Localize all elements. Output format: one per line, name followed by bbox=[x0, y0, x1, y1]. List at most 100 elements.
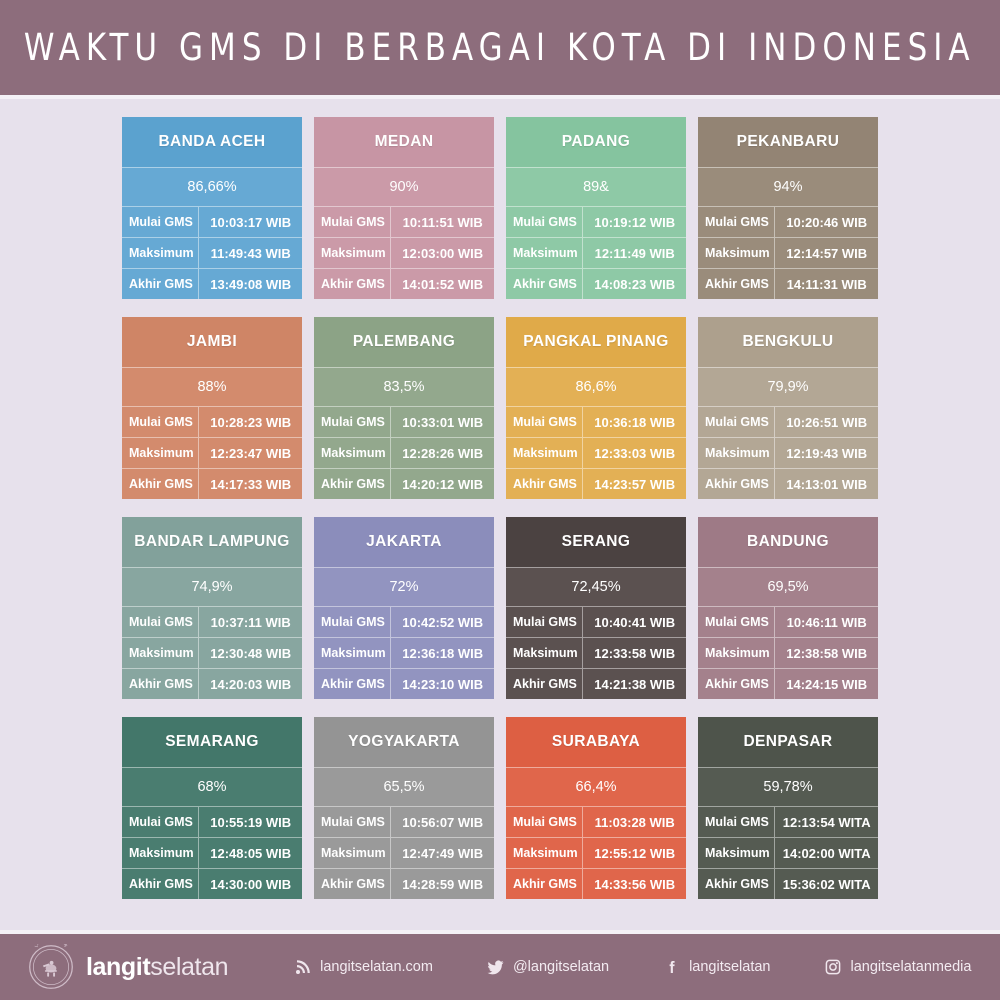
langitselatan-seal-icon: LANGITSELATAN bbox=[28, 932, 74, 990]
footer-bar: LANGITSELATAN langitselatan langitselata… bbox=[0, 930, 1000, 1000]
twitter-icon bbox=[487, 959, 504, 976]
social-link-label: langitselatanmedia bbox=[850, 959, 972, 975]
row-label-maximum: Maksimum bbox=[506, 438, 584, 468]
row-value-end: 14:33:56 WIB bbox=[594, 876, 676, 892]
row-value-maximum: 11:49:43 WIB bbox=[210, 245, 291, 261]
city-card: MEDAN 90% Mulai GMS 10:11:51 WIB Maksimum 12:… bbox=[314, 117, 494, 299]
row-label-start: Mulai GMS bbox=[698, 807, 776, 837]
row-label-maximum: Maksimum bbox=[698, 438, 776, 468]
row-value-maximum: 12:36:18 WIB bbox=[402, 645, 484, 661]
row-label-maximum: Maksimum bbox=[122, 638, 200, 668]
row-value-maximum: 12:47:49 WIB bbox=[402, 845, 484, 861]
city-card-row-end: Akhir GMS 14:28:59 WIB bbox=[314, 868, 494, 899]
city-card-row-end: Akhir GMS 15:36:02 WITA bbox=[698, 868, 878, 899]
row-value-maximum: 12:23:47 WIB bbox=[210, 445, 292, 461]
city-card-row-start: Mulai GMS 10:28:23 WIB bbox=[122, 406, 302, 437]
city-card-title: SERANG bbox=[506, 517, 686, 567]
row-value-end: 14:28:59 WIB bbox=[402, 876, 484, 892]
row-label-start: Mulai GMS bbox=[122, 807, 200, 837]
city-card-title: DENPASAR bbox=[698, 717, 878, 767]
row-label-maximum: Maksimum bbox=[506, 238, 584, 268]
row-value-end: 14:23:57 WIB bbox=[594, 476, 676, 492]
row-value-start: 10:28:23 WIB bbox=[210, 414, 292, 430]
city-card: JAMBI 88% Mulai GMS 10:28:23 WIB Maksimum 12:… bbox=[122, 317, 302, 499]
city-card-row-end: Akhir GMS 14:17:33 WIB bbox=[122, 468, 302, 499]
row-value-start: 10:20:46 WIB bbox=[786, 214, 868, 230]
row-value-maximum: 12:19:43 WIB bbox=[786, 445, 868, 461]
city-card-row-start: Mulai GMS 10:40:41 WIB bbox=[506, 606, 686, 637]
city-card: PANGKAL PINANG 86,6% Mulai GMS 10:36:18 WIB… bbox=[506, 317, 686, 499]
city-card-percent: 86,6% bbox=[506, 367, 686, 406]
city-card-row-maximum: Maksimum 12:03:00 WIB bbox=[314, 237, 494, 268]
row-value-start: 10:37:11 WIB bbox=[210, 614, 291, 630]
city-card-percent: 86,66% bbox=[122, 167, 302, 206]
city-card-row-end: Akhir GMS 14:20:03 WIB bbox=[122, 668, 302, 699]
city-card-percent: 90% bbox=[314, 167, 494, 206]
row-label-start: Mulai GMS bbox=[314, 407, 392, 437]
page-title: WAKTU GMS DI BERBAGAI KOTA DI INDONESIA bbox=[24, 26, 976, 69]
city-card-title: JAKARTA bbox=[314, 517, 494, 567]
city-card-row-start: Mulai GMS 12:13:54 WITA bbox=[698, 806, 878, 837]
header-bar: WAKTU GMS DI BERBAGAI KOTA DI INDONESIA bbox=[0, 0, 1000, 99]
row-value-start: 10:55:19 WIB bbox=[210, 814, 292, 830]
city-card-row-maximum: Maksimum 14:02:00 WITA bbox=[698, 837, 878, 868]
social-link-facebook[interactable]: langitselatan bbox=[663, 959, 771, 976]
city-card-title: SURABAYA bbox=[506, 717, 686, 767]
row-value-maximum: 12:33:03 WIB bbox=[594, 445, 676, 461]
row-label-end: Akhir GMS bbox=[314, 669, 392, 699]
row-value-end: 14:01:52 WIB bbox=[402, 276, 484, 292]
row-label-maximum: Maksimum bbox=[122, 238, 200, 268]
row-value-start: 10:33:01 WIB bbox=[402, 414, 484, 430]
city-card-percent: 72% bbox=[314, 567, 494, 606]
row-label-start: Mulai GMS bbox=[314, 607, 392, 637]
row-label-end: Akhir GMS bbox=[122, 269, 200, 299]
city-card-row-start: Mulai GMS 10:55:19 WIB bbox=[122, 806, 302, 837]
row-value-end: 14:08:23 WIB bbox=[594, 276, 676, 292]
city-card: PEKANBARU 94% Mulai GMS 10:20:46 WIB Maksimu… bbox=[698, 117, 878, 299]
city-card-row-start: Mulai GMS 10:33:01 WIB bbox=[314, 406, 494, 437]
row-value-maximum: 12:33:58 WIB bbox=[594, 645, 676, 661]
city-card-row-end: Akhir GMS 13:49:08 WIB bbox=[122, 268, 302, 299]
city-card: DENPASAR 59,78% Mulai GMS 12:13:54 WITA Maks… bbox=[698, 717, 878, 899]
city-card: BANDUNG 69,5% Mulai GMS 10:46:11 WIB Maksimu… bbox=[698, 517, 878, 699]
row-value-end: 14:20:12 WIB bbox=[402, 476, 484, 492]
cards-area: BANDA ACEH 86,66% Mulai GMS 10:03:17 WIB Mak… bbox=[0, 99, 1000, 930]
city-card: BENGKULU 79,9% Mulai GMS 10:26:51 WIB Maksim… bbox=[698, 317, 878, 499]
row-value-end: 14:20:03 WIB bbox=[210, 676, 292, 692]
social-link-twitter[interactable]: @langitselatan bbox=[487, 959, 609, 976]
city-card-row-start: Mulai GMS 10:19:12 WIB bbox=[506, 206, 686, 237]
row-value-maximum: 12:55:12 WIB bbox=[594, 845, 676, 861]
city-grid: BANDA ACEH 86,66% Mulai GMS 10:03:17 WIB Mak… bbox=[122, 117, 878, 915]
row-value-start: 12:13:54 WITA bbox=[782, 814, 871, 830]
instagram-icon bbox=[825, 959, 842, 976]
city-card-percent: 94% bbox=[698, 167, 878, 206]
social-link-rss[interactable]: langitselatan.com bbox=[294, 959, 433, 976]
row-value-end: 14:11:31 WIB bbox=[786, 276, 867, 292]
city-card-row-maximum: Maksimum 12:55:12 WIB bbox=[506, 837, 686, 868]
social-link-instagram[interactable]: langitselatanmedia bbox=[825, 959, 972, 976]
row-label-end: Akhir GMS bbox=[506, 469, 584, 499]
row-label-start: Mulai GMS bbox=[698, 207, 776, 237]
row-label-start: Mulai GMS bbox=[506, 407, 584, 437]
city-card-row-maximum: Maksimum 11:49:43 WIB bbox=[122, 237, 302, 268]
row-value-end: 14:23:10 WIB bbox=[402, 676, 484, 692]
city-card-row-start: Mulai GMS 10:42:52 WIB bbox=[314, 606, 494, 637]
row-label-end: Akhir GMS bbox=[122, 669, 200, 699]
row-label-maximum: Maksimum bbox=[506, 838, 584, 868]
row-value-start: 10:19:12 WIB bbox=[594, 214, 676, 230]
row-label-end: Akhir GMS bbox=[122, 469, 200, 499]
row-value-end: 14:17:33 WIB bbox=[210, 476, 292, 492]
rss-icon bbox=[294, 959, 311, 976]
city-card-percent: 79,9% bbox=[698, 367, 878, 406]
city-card-row-end: Akhir GMS 14:23:10 WIB bbox=[314, 668, 494, 699]
city-card-title: SEMARANG bbox=[122, 717, 302, 767]
city-card-title: BANDAR LAMPUNG bbox=[122, 517, 302, 567]
city-card: SERANG 72,45% Mulai GMS 10:40:41 WIB Maksimu… bbox=[506, 517, 686, 699]
row-label-start: Mulai GMS bbox=[506, 607, 584, 637]
city-card-percent: 65,5% bbox=[314, 767, 494, 806]
row-value-maximum: 12:28:26 WIB bbox=[402, 445, 484, 461]
city-card-title: PEKANBARU bbox=[698, 117, 878, 167]
city-card-row-start: Mulai GMS 10:11:51 WIB bbox=[314, 206, 494, 237]
row-value-start: 10:40:41 WIB bbox=[594, 614, 676, 630]
